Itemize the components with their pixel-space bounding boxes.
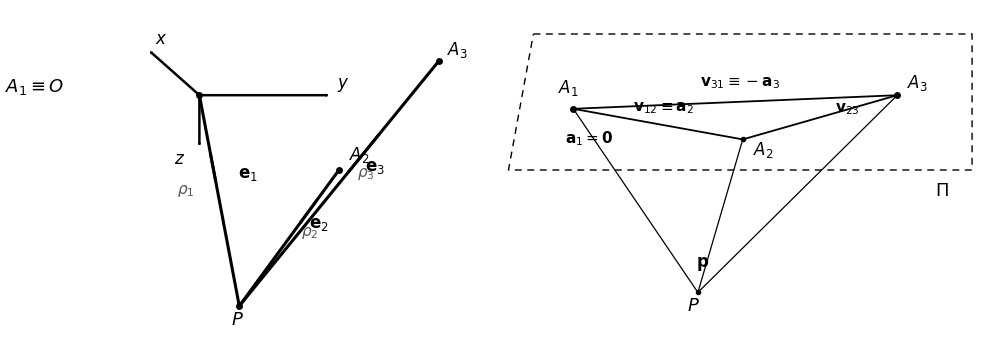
Text: $\mathbf{v}_{31} \equiv -\mathbf{a}_3$: $\mathbf{v}_{31} \equiv -\mathbf{a}_3$ bbox=[700, 76, 781, 91]
Text: $P$: $P$ bbox=[231, 311, 243, 329]
Text: $x$: $x$ bbox=[155, 30, 166, 48]
Text: $A_2$: $A_2$ bbox=[349, 145, 370, 165]
Text: $y$: $y$ bbox=[337, 75, 349, 94]
Text: $\Pi$: $\Pi$ bbox=[935, 182, 949, 200]
Text: $A_2$: $A_2$ bbox=[753, 140, 774, 160]
Text: $A_3$: $A_3$ bbox=[907, 73, 928, 93]
Text: $A_3$: $A_3$ bbox=[447, 40, 468, 60]
Text: $\mathbf{v}_{23}$: $\mathbf{v}_{23}$ bbox=[834, 101, 859, 117]
Text: $A_1$: $A_1$ bbox=[558, 78, 578, 98]
Text: $\mathbf{e}_2$: $\mathbf{e}_2$ bbox=[309, 215, 329, 233]
Text: $\rho_1$: $\rho_1$ bbox=[177, 183, 194, 199]
Text: $\mathbf{p}$: $\mathbf{p}$ bbox=[696, 255, 710, 273]
Text: $\rho_2$: $\rho_2$ bbox=[301, 225, 318, 241]
Text: $\mathbf{e}_3$: $\mathbf{e}_3$ bbox=[365, 158, 385, 176]
Text: $\mathbf{e}_1$: $\mathbf{e}_1$ bbox=[238, 165, 258, 183]
Text: $\rho_3$: $\rho_3$ bbox=[357, 167, 375, 183]
Text: $\mathbf{v}_{12} \equiv \mathbf{a}_2$: $\mathbf{v}_{12} \equiv \mathbf{a}_2$ bbox=[632, 100, 694, 116]
Text: $z$: $z$ bbox=[174, 150, 185, 168]
Text: $A_1 \equiv O$: $A_1 \equiv O$ bbox=[5, 77, 65, 97]
Text: $\mathbf{a}_1 = \mathbf{0}$: $\mathbf{a}_1 = \mathbf{0}$ bbox=[565, 129, 613, 148]
Text: $P$: $P$ bbox=[687, 297, 699, 315]
